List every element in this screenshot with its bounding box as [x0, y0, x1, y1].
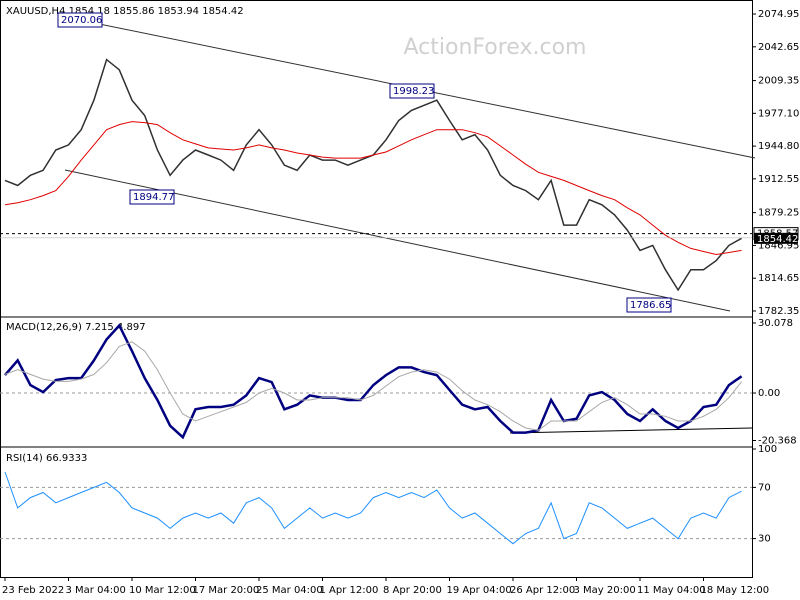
- y-tick-label: 2009.35: [758, 76, 799, 87]
- y-tick-label: -20.368: [758, 435, 797, 446]
- y-tick-label: 2042.65: [758, 42, 799, 53]
- y-tick-label: 1977.10: [758, 108, 799, 119]
- annotation: 1786.65: [630, 300, 671, 311]
- x-tick-label: 3 Mar 04:00: [66, 585, 126, 596]
- macd-trendline: [509, 427, 753, 434]
- annotation-box: [57, 12, 103, 28]
- annotation-box: [626, 297, 672, 313]
- series-line: [4, 323, 743, 440]
- x-tick-label: 11 May 04:00: [637, 585, 706, 596]
- x-tick-label: 3 May 20:00: [574, 585, 636, 596]
- last-price-label: 1854.42: [757, 234, 798, 245]
- annotation: 1894.77: [133, 192, 174, 203]
- y-tick-label: 1814.65: [758, 273, 799, 284]
- y-tick-label: 70: [758, 482, 771, 493]
- x-tick-label: 8 Apr 20:00: [383, 585, 442, 596]
- y-tick-label: 1944.80: [758, 141, 799, 152]
- x-tick-label: 26 Apr 12:00: [510, 585, 575, 596]
- y-tick-label: 1879.25: [758, 208, 799, 219]
- y-tick-label: 0.00: [758, 388, 780, 399]
- panel-title: XAUUSD,H4 1854.18 1855.86 1853.94 1854.4…: [6, 6, 244, 17]
- y-tick-label: 2074.95: [758, 9, 799, 20]
- y-tick-label: 1782.35: [758, 306, 799, 317]
- y-tick-label: 100: [758, 444, 777, 455]
- x-tick-label: 1 Apr 12:00: [320, 585, 379, 596]
- y-tick-label: 30.078: [758, 318, 793, 329]
- series-line: [4, 121, 742, 256]
- y-tick-label: 1912.55: [758, 174, 799, 185]
- panel-title: RSI(14) 66.9333: [6, 453, 87, 464]
- y-tick-label: 30: [758, 534, 771, 545]
- annotation-box: [389, 83, 435, 99]
- x-tick-label: 19 Apr 04:00: [447, 585, 512, 596]
- x-tick-label: 17 Mar 20:00: [193, 585, 260, 596]
- watermark: ActionForex.com: [404, 35, 587, 60]
- x-tick-label: 18 May 12:00: [701, 585, 770, 596]
- last-price-box: [754, 232, 798, 244]
- y-tick-label: 1846.95: [758, 240, 799, 251]
- annotation-box: [129, 189, 175, 205]
- panel-title: MACD(12,26,9) 7.215 4.897: [6, 322, 146, 333]
- plot-frame: [0, 0, 753, 578]
- series-line: [4, 341, 742, 431]
- x-tick-label: 25 Mar 04:00: [256, 585, 323, 596]
- x-tick-label: 10 Mar 12:00: [129, 585, 196, 596]
- annotation: 1998.23: [393, 86, 434, 97]
- x-tick-label: 23 Feb 2022: [2, 585, 64, 596]
- annotation: 2070.06: [61, 15, 102, 26]
- series-line: [4, 471, 742, 545]
- channel-lower: [64, 169, 731, 312]
